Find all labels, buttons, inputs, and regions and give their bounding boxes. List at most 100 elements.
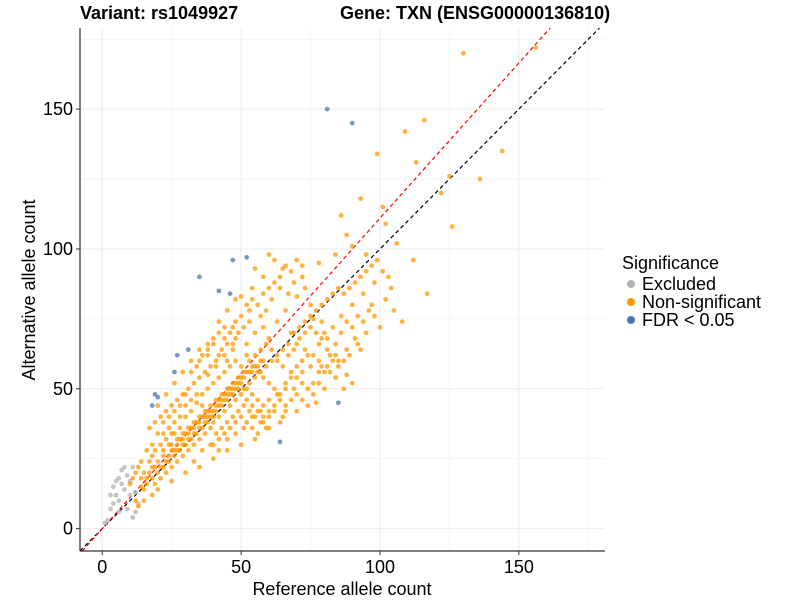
point-non-significant bbox=[208, 414, 213, 420]
point-non-significant bbox=[297, 336, 302, 341]
point-non-significant bbox=[438, 190, 444, 196]
point-non-significant bbox=[238, 391, 244, 397]
point-non-significant bbox=[233, 358, 238, 364]
point-non-significant bbox=[216, 414, 222, 420]
point-non-significant bbox=[177, 425, 183, 431]
point-non-significant bbox=[266, 380, 272, 386]
legend-label-excluded: Excluded bbox=[642, 273, 717, 294]
point-non-significant bbox=[208, 442, 213, 448]
point-non-significant bbox=[158, 414, 163, 420]
point-non-significant bbox=[291, 386, 297, 392]
point-non-significant bbox=[422, 117, 427, 123]
point-non-significant bbox=[138, 459, 144, 464]
point-non-significant bbox=[372, 313, 377, 319]
point-non-significant bbox=[369, 302, 375, 308]
point-non-significant bbox=[160, 447, 166, 453]
point-non-significant bbox=[283, 263, 288, 269]
point-non-significant bbox=[341, 358, 347, 364]
point-non-significant bbox=[155, 459, 161, 464]
y-tick-label: 50 bbox=[53, 379, 73, 399]
point-non-significant bbox=[144, 447, 150, 453]
point-non-significant bbox=[194, 391, 200, 397]
point-non-significant bbox=[330, 291, 336, 297]
legend-swatch-fdr bbox=[627, 316, 635, 324]
point-non-significant bbox=[349, 243, 355, 249]
point-non-significant bbox=[247, 319, 252, 325]
point-non-significant bbox=[172, 380, 177, 386]
point-non-significant bbox=[269, 296, 275, 302]
point-non-significant bbox=[260, 403, 266, 408]
point-non-significant bbox=[288, 369, 294, 375]
point-non-significant bbox=[333, 252, 338, 257]
point-non-significant bbox=[174, 459, 180, 464]
point-non-significant bbox=[369, 263, 375, 269]
point-non-significant bbox=[183, 431, 188, 436]
point-non-significant bbox=[205, 386, 211, 392]
point-non-significant bbox=[238, 442, 244, 448]
axes bbox=[79, 28, 605, 552]
point-non-significant bbox=[158, 464, 163, 470]
x-tick-label: 100 bbox=[365, 557, 395, 577]
point-non-significant bbox=[249, 369, 255, 375]
point-non-significant bbox=[294, 257, 300, 263]
point-non-significant bbox=[166, 414, 172, 420]
point-non-significant bbox=[477, 176, 483, 182]
point-non-significant bbox=[399, 319, 405, 325]
point-non-significant bbox=[338, 313, 344, 319]
point-non-significant bbox=[202, 369, 208, 375]
point-non-significant bbox=[249, 296, 255, 302]
point-non-significant bbox=[219, 347, 225, 353]
point-non-significant bbox=[202, 431, 208, 436]
point-non-significant bbox=[338, 330, 344, 336]
point-non-significant bbox=[222, 408, 227, 414]
point-non-significant bbox=[324, 364, 330, 369]
point-non-significant bbox=[355, 341, 361, 347]
point-non-significant bbox=[377, 324, 383, 330]
point-non-significant bbox=[263, 341, 269, 347]
point-non-significant bbox=[216, 397, 222, 403]
point-non-significant bbox=[299, 274, 305, 280]
x-tick-label: 0 bbox=[97, 557, 107, 577]
point-non-significant bbox=[274, 391, 280, 397]
point-non-significant bbox=[333, 375, 338, 380]
point-fdr-0-05 bbox=[155, 394, 161, 400]
point-non-significant bbox=[155, 470, 161, 476]
point-non-significant bbox=[347, 285, 352, 291]
point-non-significant bbox=[266, 397, 272, 403]
point-non-significant bbox=[180, 453, 186, 459]
point-fdr-0-05 bbox=[335, 400, 341, 406]
point-non-significant bbox=[349, 380, 355, 386]
point-non-significant bbox=[344, 347, 350, 353]
point-non-significant bbox=[244, 397, 250, 403]
x-axis-label: Reference allele count bbox=[252, 579, 431, 599]
point-non-significant bbox=[360, 291, 366, 297]
point-non-significant bbox=[249, 391, 255, 397]
point-non-significant bbox=[310, 391, 316, 397]
point-excluded bbox=[119, 481, 125, 487]
legend-swatch-non-significant bbox=[627, 298, 635, 306]
point-non-significant bbox=[258, 313, 263, 319]
point-non-significant bbox=[233, 296, 238, 302]
point-non-significant bbox=[172, 419, 177, 425]
point-non-significant bbox=[372, 280, 377, 285]
point-non-significant bbox=[252, 375, 258, 380]
point-non-significant bbox=[274, 352, 280, 358]
point-non-significant bbox=[330, 358, 336, 364]
reference-line-fit bbox=[81, 27, 551, 552]
point-non-significant bbox=[283, 380, 288, 386]
point-non-significant bbox=[299, 358, 305, 364]
point-non-significant bbox=[155, 487, 161, 492]
point-non-significant bbox=[294, 391, 300, 397]
point-non-significant bbox=[294, 408, 300, 414]
point-non-significant bbox=[188, 369, 194, 375]
point-non-significant bbox=[341, 386, 347, 392]
point-non-significant bbox=[163, 436, 169, 442]
point-non-significant bbox=[285, 291, 291, 297]
point-non-significant bbox=[233, 336, 238, 341]
point-non-significant bbox=[252, 352, 258, 358]
point-non-significant bbox=[216, 330, 222, 336]
point-non-significant bbox=[299, 397, 305, 403]
point-non-significant bbox=[360, 319, 366, 325]
point-excluded bbox=[124, 473, 130, 478]
point-non-significant bbox=[216, 436, 222, 442]
